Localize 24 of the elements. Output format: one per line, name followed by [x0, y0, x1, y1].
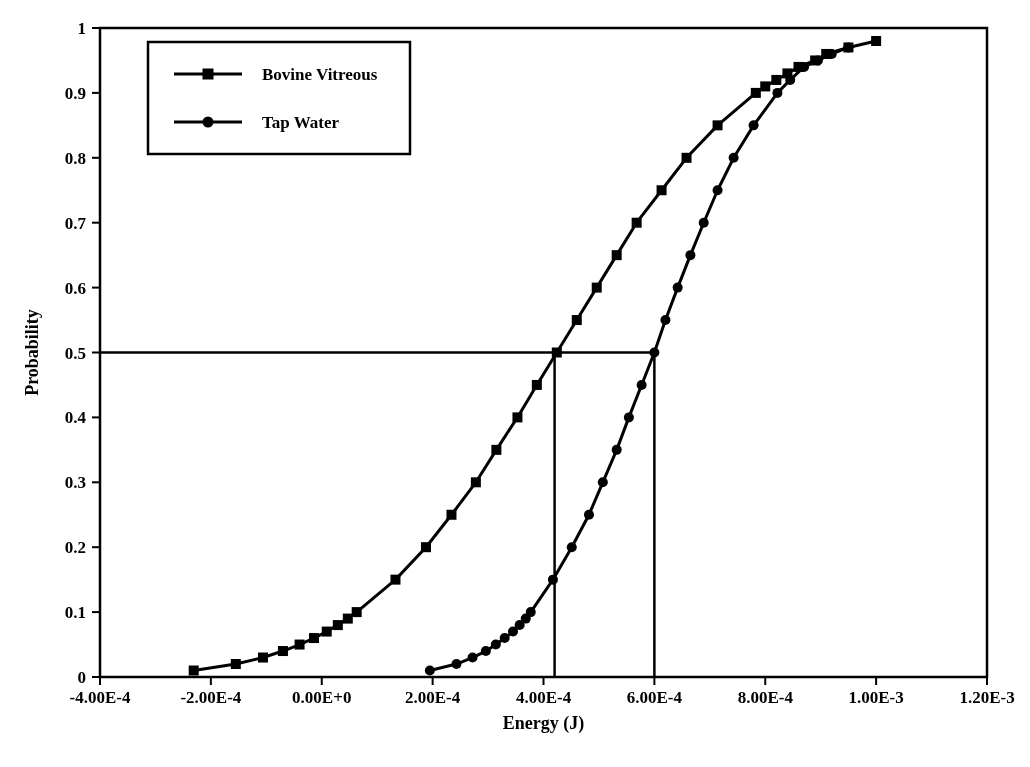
legend-label: Tap Water	[262, 113, 340, 132]
x-tick-label: 8.00E-4	[737, 688, 794, 707]
y-tick-label: 0.9	[64, 83, 86, 103]
y-tick-label: 0.2	[64, 538, 86, 558]
x-tick-label: 4.00E-4	[515, 688, 572, 707]
x-tick-label: 1.20E-3	[959, 688, 1015, 707]
y-tick-label: 1	[77, 19, 86, 38]
y-tick-label: 0.7	[64, 213, 87, 233]
x-tick-label: -2.00E-4	[180, 688, 242, 707]
y-tick-label: 0.6	[64, 278, 86, 298]
x-tick-label: 0.00E+0	[292, 688, 352, 707]
y-tick-label: 0.4	[64, 408, 87, 428]
y-tick-label: 0.8	[64, 148, 86, 168]
x-tick-label: 6.00E-4	[626, 688, 683, 707]
legend-label: Bovine Vitreous	[262, 65, 378, 84]
y-tick-label: 0.5	[64, 343, 86, 363]
y-tick-label: 0.3	[64, 473, 86, 493]
y-axis-title: Probability	[22, 309, 42, 396]
x-tick-label: 2.00E-4	[405, 688, 461, 707]
y-tick-label: 0	[77, 668, 86, 687]
x-axis-title: Energy (J)	[502, 713, 585, 734]
x-tick-label: 1.00E-3	[848, 688, 904, 707]
x-tick-label: -4.00E-4	[69, 688, 131, 707]
y-tick-label: 0.1	[64, 603, 86, 623]
